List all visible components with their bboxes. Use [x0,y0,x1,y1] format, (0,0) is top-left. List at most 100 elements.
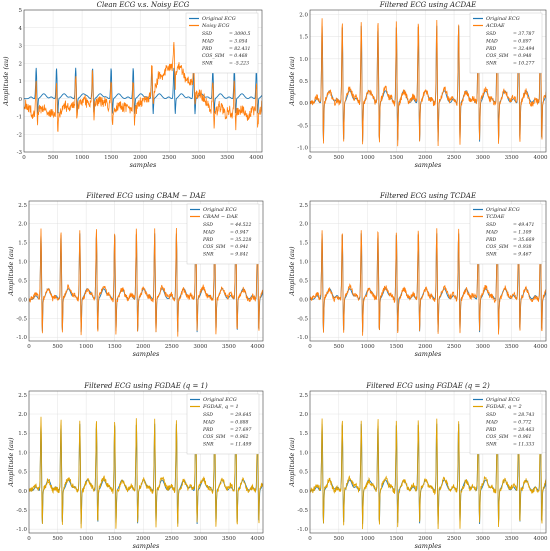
y-tick-label: 0.5 [18,470,27,476]
x-tick-label: 3500 [505,536,519,542]
chart-panel-4: Filtered ECG using TCDAE 0 500 1000 1500 2000… [288,192,548,358]
x-axis-label: samples [415,161,442,169]
x-tick-label: 0 [308,536,312,542]
y-tick-label: 1 [19,79,23,85]
y-axis-label: Amplitude (au) [7,437,15,488]
x-tick-label: 4000 [249,155,263,161]
stat-label: SSD [486,222,496,228]
stat-value: = -5.223 [229,61,249,67]
x-tick-label: 2500 [162,155,176,161]
x-axis-label: samples [133,542,160,550]
y-tick-label: -0.5 [297,316,308,322]
x-tick-label: 500 [334,344,345,350]
y-tick-label: 0.5 [18,278,27,284]
stat-label: SNR [486,442,497,448]
stat-label: SNR [486,61,497,67]
stat-label: PRD [485,427,497,433]
chart-title: Filtered ECG using ACDAE [379,1,477,9]
y-tick-label: 1.0 [18,450,27,456]
x-tick-label: 3000 [193,536,207,542]
stat-label: PRD [485,46,497,52]
y-tick-label: 2.0 [299,222,308,228]
legend [186,393,260,455]
y-tick-label: -1.0 [297,335,308,341]
stat-value: = 3.054 [229,38,248,44]
y-tick-label: 1.0 [299,450,308,456]
y-tick-label: 2.0 [18,412,27,418]
y-axis-label: Amplitude (au) [288,437,296,488]
chart-title: Filtered ECG using FGDAE (q = 2) [365,382,490,390]
x-tick-label: 3500 [505,344,519,350]
y-tick-label: 2 [19,61,23,67]
x-tick-label: 1500 [389,536,403,542]
x-tick-label: 2500 [447,536,461,542]
stat-value: = 0.888 [230,419,249,425]
plot-frame [309,200,547,342]
y-tick-label: -3 [17,150,23,156]
stat-value: = 49.471 [513,222,534,228]
stat-label: MAD [202,229,215,235]
stat-label: SSD [203,222,213,228]
y-tick-label: 2.5 [299,393,308,399]
y-tick-label: -1.0 [16,335,27,341]
y-tick-label: -1.0 [297,146,308,152]
stat-value: = 0.962 [230,434,249,440]
y-tick-label: -1.0 [16,527,27,533]
plot-frame [309,9,547,153]
stat-value: = 32.494 [513,46,534,52]
y-tick-label: 1.0 [299,260,308,266]
y-tick-label: 2.0 [299,12,308,18]
chart-title: Clean ECG v.s. Noisy ECG [97,1,190,9]
legend [469,12,543,74]
stat-value: = 0.941 [230,244,249,250]
stat-value: = 82.431 [229,46,250,52]
x-tick-label: 2000 [418,536,432,542]
x-tick-label: 0 [27,344,31,350]
x-tick-label: 3000 [476,344,490,350]
series-line-2 [29,416,263,529]
legend-entry: Original ECG [486,16,520,22]
x-tick-label: 0 [308,155,312,161]
y-tick-label: 1.0 [299,57,308,63]
y-tick-label: 2.5 [18,203,27,209]
x-tick-label: 2000 [136,536,150,542]
x-tick-label: 2500 [165,344,179,350]
legend-entry: CBAM − DAE [203,214,238,220]
x-tick-label: 2000 [136,344,150,350]
legend-entry: FGDAE, q = 2 [485,404,522,410]
stat-value: = 0.947 [230,229,249,235]
x-tick-label: 3000 [476,155,490,161]
x-tick-label: 0 [27,536,31,542]
stat-label: COS_SIM [203,244,226,250]
stat-value: = 27.697 [230,427,251,433]
y-tick-label: 0 [19,97,23,103]
stat-label: COS_SIM [486,244,509,250]
chart-panel-6: Filtered ECG using FGDAE (q = 2) 0 500 1000… [288,382,548,550]
stat-label: MAD [485,229,498,235]
stat-label: MAD [485,38,498,44]
x-tick-label: 500 [52,536,63,542]
x-tick-label: 4000 [533,344,547,350]
y-tick-label: -1 [17,115,22,121]
y-tick-label: 0.5 [299,278,308,284]
stat-value: = 0.897 [513,38,532,44]
x-tick-label: 1500 [108,344,122,350]
y-tick-label: 2.0 [18,222,27,228]
y-tick-label: -1.0 [297,527,308,533]
series-line-2 [24,41,262,132]
x-tick-label: 3500 [505,155,519,161]
legend-entry: Original ECG [202,16,236,22]
stat-value: = 11.333 [513,442,534,448]
x-tick-label: 2500 [165,536,179,542]
y-tick-label: 0.5 [299,470,308,476]
plot-frame [23,9,263,153]
y-axis-label: Amplitude (au) [7,246,15,297]
y-tick-label: 1.5 [299,241,308,247]
chart-panel-1: Clean ECG v.s. Noisy ECG 0 500 1000 1500 2000… [2,1,264,169]
stat-value: = 9.841 [230,252,249,258]
y-tick-label: 0.0 [299,297,308,303]
stat-value: = 1.109 [513,229,532,235]
y-axis-label: Amplitude (au) [288,56,296,107]
x-tick-label: 2500 [447,344,461,350]
y-tick-label: 1.5 [299,35,308,41]
